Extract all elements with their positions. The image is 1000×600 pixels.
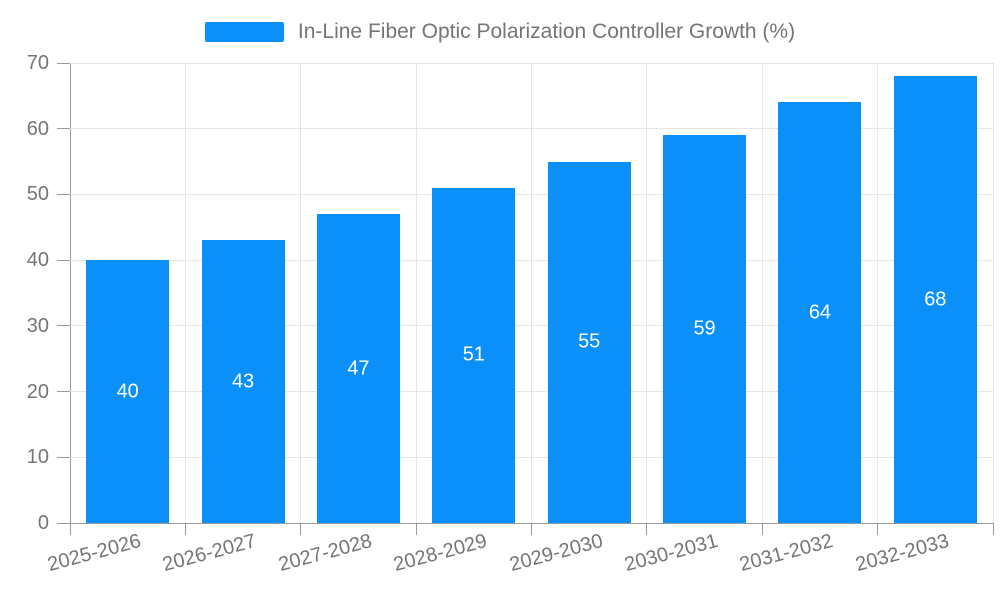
- y-axis-tick: [57, 128, 70, 130]
- x-axis-tick: [992, 523, 994, 535]
- bar-value-label: 68: [924, 288, 947, 311]
- bar[interactable]: 64: [778, 102, 862, 523]
- gridline-vertical: [646, 63, 648, 523]
- plot-area: 40 43 47 51 55 59 64 68: [70, 62, 994, 523]
- x-tick-label: 2031-2032: [737, 530, 836, 577]
- gridline-vertical: [877, 63, 879, 523]
- y-axis-tick: [57, 259, 70, 261]
- bar-value-label: 55: [578, 330, 601, 353]
- x-axis-tick: [415, 523, 417, 535]
- bar-value-label: 64: [808, 301, 832, 324]
- x-axis-tick: [300, 523, 302, 535]
- x-tick-label: 2027-2028: [276, 530, 375, 577]
- gridline-vertical: [300, 63, 302, 523]
- legend-swatch-icon: [204, 22, 284, 42]
- gridline-vertical: [761, 63, 763, 523]
- chart-legend[interactable]: In-Line Fiber Optic Polarization Control…: [0, 12, 1000, 52]
- x-axis-tick: [184, 523, 186, 535]
- x-axis-tick: [877, 523, 879, 535]
- x-axis-tick: [761, 523, 763, 535]
- x-tick-label: 2028-2029: [391, 530, 490, 577]
- y-axis-tick: [57, 62, 70, 64]
- gridline-vertical: [992, 63, 994, 523]
- bar-value-label: 59: [693, 317, 716, 340]
- y-axis-tick: [57, 522, 70, 524]
- y-axis-line: [70, 63, 71, 524]
- y-tick-label: 70: [26, 52, 49, 74]
- bar[interactable]: 55: [547, 161, 631, 523]
- x-tick-label: 2025-2026: [45, 530, 144, 577]
- x-tick-label: 2032-2033: [852, 530, 952, 577]
- bar[interactable]: 59: [663, 135, 747, 523]
- y-tick-label: 60: [26, 117, 49, 140]
- x-tick-label: 2029-2030: [506, 530, 605, 577]
- x-axis-tick: [646, 523, 648, 535]
- bar[interactable]: 43: [201, 240, 285, 523]
- bar[interactable]: 47: [316, 214, 400, 523]
- y-axis-tick: [57, 193, 70, 195]
- bar[interactable]: 51: [432, 187, 516, 523]
- gridline-vertical: [531, 63, 532, 523]
- bar-value-label: 43: [231, 370, 255, 393]
- y-tick-label: 10: [26, 446, 49, 469]
- x-tick-label: 2030-2031: [622, 530, 721, 577]
- gridline-vertical: [415, 63, 417, 523]
- y-axis-tick: [57, 391, 70, 393]
- y-tick-label: 0: [37, 512, 49, 534]
- bar-value-label: 51: [462, 343, 485, 366]
- y-tick-label: 50: [26, 183, 49, 206]
- y-tick-label: 30: [26, 314, 49, 337]
- bar-value-label: 40: [116, 380, 139, 403]
- y-tick-label: 20: [26, 380, 49, 403]
- y-tick-label: 40: [26, 249, 49, 272]
- legend-label: In-Line Fiber Optic Polarization Control…: [297, 20, 796, 43]
- x-axis-line: [70, 523, 994, 524]
- bar[interactable]: 40: [86, 260, 170, 523]
- gridline-vertical: [184, 63, 186, 523]
- bar-value-label: 47: [347, 357, 370, 380]
- y-axis-tick: [57, 456, 70, 458]
- y-axis-tick: [57, 325, 70, 327]
- x-axis-tick: [531, 523, 532, 535]
- x-tick-label: 2026-2027: [160, 530, 259, 577]
- bar[interactable]: 68: [893, 76, 977, 523]
- x-axis-tick: [69, 523, 71, 535]
